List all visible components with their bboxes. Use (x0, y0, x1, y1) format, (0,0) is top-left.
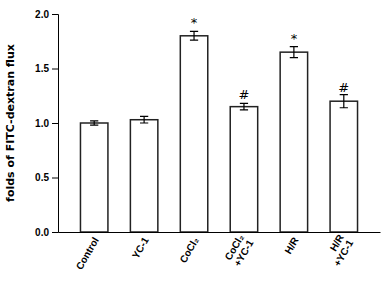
significance-marker: * (291, 31, 298, 46)
x-tick-label: Control (74, 235, 101, 271)
bar (80, 123, 107, 232)
y-tick-mark (52, 232, 58, 233)
y-tick-mark (52, 69, 58, 70)
error-bar (290, 47, 298, 58)
y-tick: 1.0 (35, 118, 58, 129)
x-axis-line (59, 232, 381, 233)
y-axis: 0.0 0.5 1.0 1.5 2.0 (35, 9, 58, 238)
x-tick-label: H/R+YC-1 (322, 232, 356, 268)
y-tick-label: 0.5 (35, 172, 49, 183)
bar (130, 120, 157, 232)
marks (80, 31, 357, 232)
bar (180, 36, 207, 232)
chart: 0.0 0.5 1.0 1.5 2.0 Control YC-1 CoCl₂ CoCl₂+YC-… (0, 0, 392, 296)
y-tick: 1.5 (35, 63, 58, 74)
significance-marker: * (191, 15, 198, 30)
annotations: * # * # (191, 15, 349, 102)
error-bar (340, 95, 348, 108)
bar (280, 52, 307, 232)
plot: 0.0 0.5 1.0 1.5 2.0 Control YC-1 CoCl₂ CoCl₂+YC-… (35, 9, 380, 272)
bar (230, 107, 257, 232)
x-tick: H/R (283, 232, 302, 256)
error-bar (240, 103, 248, 110)
y-tick-label: 1.0 (35, 118, 49, 129)
x-tick-label: H/R (283, 235, 302, 256)
error-bar (190, 31, 198, 40)
y-tick-mark (52, 178, 58, 179)
error-bar (90, 121, 98, 125)
x-tick-label: CoCl₂ (177, 235, 200, 265)
x-tick: CoCl₂ (177, 232, 200, 265)
y-axis-line (52, 15, 59, 233)
bar (330, 101, 357, 232)
error-bar (140, 116, 148, 123)
x-tick: Control (74, 232, 101, 272)
x-axis: Control YC-1 CoCl₂ CoCl₂+YC-1 H/R H/R+YC-1 (59, 232, 381, 272)
significance-marker: # (338, 80, 349, 95)
y-tick: 2.0 (35, 9, 58, 20)
significance-marker: # (239, 87, 250, 102)
y-tick: 0.0 (35, 227, 58, 238)
x-tick-label: CoCl₂+YC-1 (222, 232, 256, 268)
y-tick-label: 0.0 (35, 227, 49, 238)
x-tick-label: YC-1 (130, 235, 151, 261)
y-tick-mark (52, 123, 58, 124)
x-tick: CoCl₂+YC-1 (222, 232, 256, 268)
y-tick-mark (52, 14, 58, 15)
y-tick: 0.5 (35, 172, 58, 183)
x-tick: YC-1 (130, 232, 151, 260)
x-tick: H/R+YC-1 (322, 232, 356, 268)
y-tick-label: 1.5 (35, 63, 49, 74)
y-axis-title: folds of FITC-dextran flux (4, 44, 17, 202)
y-tick-label: 2.0 (35, 9, 49, 20)
